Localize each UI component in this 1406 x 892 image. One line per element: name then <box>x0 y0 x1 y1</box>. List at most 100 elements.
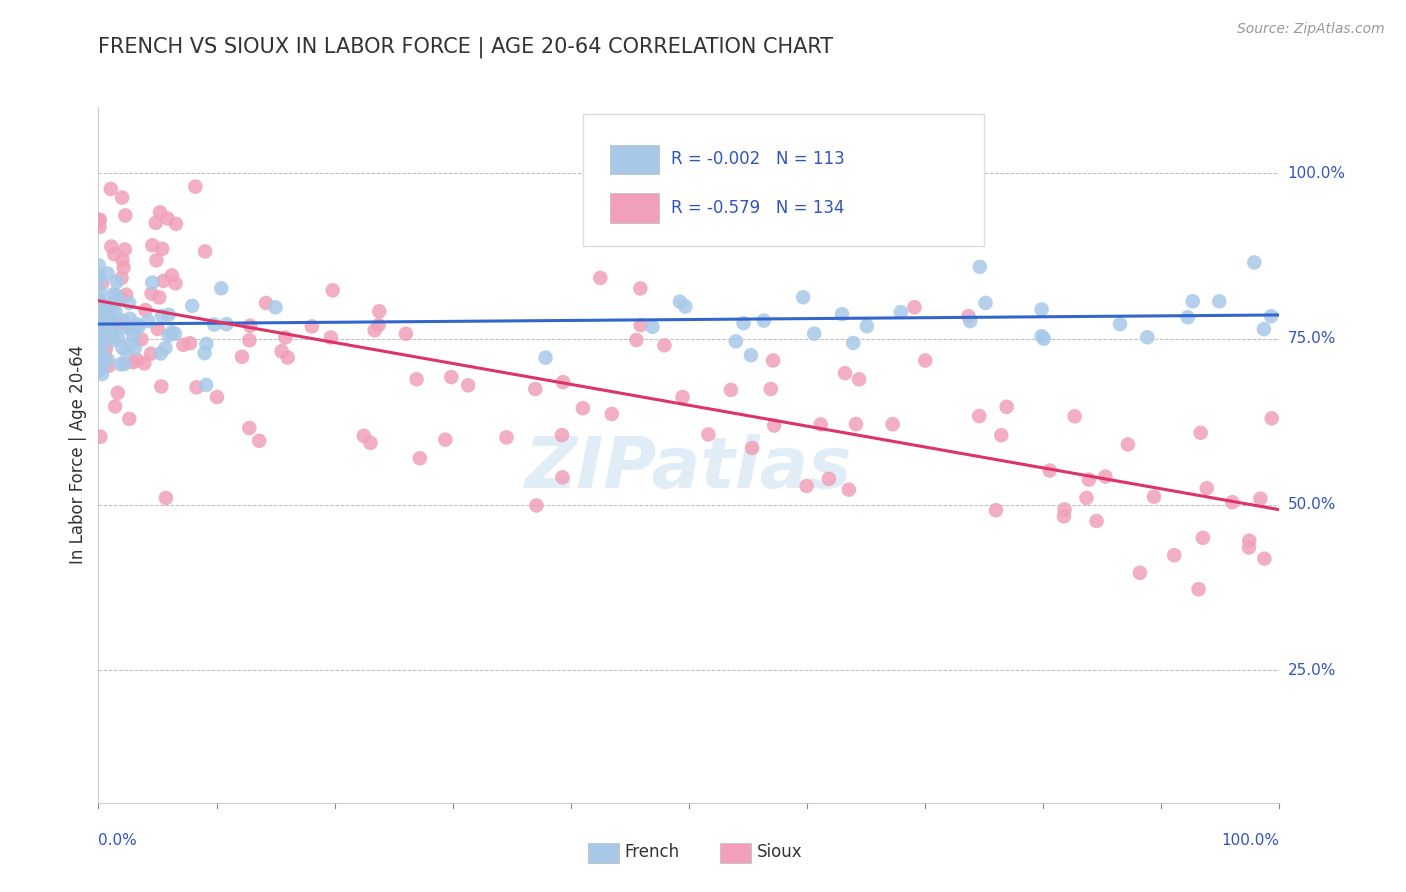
Point <box>1187 582 1209 597</box>
Point <box>1195 481 1218 495</box>
Point <box>838 483 860 497</box>
Point <box>112 260 135 275</box>
Point <box>195 337 218 351</box>
Text: 100.0%: 100.0% <box>1288 166 1346 181</box>
Point <box>150 379 173 393</box>
Point <box>600 407 623 421</box>
Point <box>1085 514 1108 528</box>
Point <box>1077 473 1099 487</box>
Point <box>763 418 786 433</box>
Point <box>150 242 173 256</box>
Point <box>98 329 121 343</box>
Point <box>89 212 111 227</box>
Point <box>172 338 194 352</box>
Point <box>89 220 111 235</box>
Point <box>89 430 111 444</box>
Point <box>98 316 121 330</box>
Point <box>104 400 127 414</box>
Point <box>641 319 664 334</box>
Point <box>91 357 114 371</box>
Point <box>969 260 991 274</box>
Point <box>91 305 114 319</box>
Point <box>1237 541 1260 555</box>
Point <box>100 239 122 253</box>
Point <box>759 382 782 396</box>
Point <box>118 296 141 310</box>
Point <box>157 328 180 343</box>
Point <box>1063 409 1085 424</box>
Point <box>94 342 117 356</box>
Text: French: French <box>624 843 679 861</box>
Point <box>1249 491 1271 506</box>
Point <box>111 252 134 267</box>
Point <box>105 289 128 303</box>
Point <box>740 348 762 362</box>
Point <box>195 378 218 392</box>
Point <box>136 314 159 328</box>
Point <box>87 296 110 310</box>
Point <box>1136 330 1159 344</box>
Point <box>114 243 136 257</box>
Point <box>186 380 208 394</box>
Point <box>1189 425 1212 440</box>
Point <box>434 433 457 447</box>
Point <box>845 417 868 431</box>
Point <box>1143 490 1166 504</box>
Point <box>87 258 110 272</box>
Point <box>128 319 150 334</box>
Point <box>89 342 111 356</box>
Point <box>100 321 122 335</box>
Point <box>848 372 870 386</box>
Point <box>110 291 132 305</box>
Point <box>104 295 127 310</box>
Point <box>149 346 172 360</box>
Point <box>1260 411 1282 425</box>
Point <box>90 356 112 370</box>
Point <box>94 348 117 362</box>
Point <box>630 318 652 332</box>
Point <box>111 190 134 204</box>
Point <box>903 300 925 314</box>
Point <box>1129 566 1152 580</box>
Point <box>1053 509 1076 524</box>
Point <box>146 322 169 336</box>
Point <box>1260 310 1282 324</box>
Point <box>834 366 856 380</box>
Point <box>752 313 775 327</box>
Point <box>107 330 129 344</box>
Text: Sioux: Sioux <box>756 843 801 861</box>
Point <box>628 281 651 295</box>
Point <box>156 211 179 226</box>
Point <box>165 277 187 291</box>
Point <box>264 301 287 315</box>
Point <box>202 318 225 332</box>
Point <box>110 357 132 371</box>
Text: Source: ZipAtlas.com: Source: ZipAtlas.com <box>1237 22 1385 37</box>
Text: R = -0.579   N = 134: R = -0.579 N = 134 <box>671 199 845 217</box>
Point <box>100 316 122 330</box>
Point <box>90 310 112 325</box>
Point <box>1239 533 1261 548</box>
Point <box>720 383 742 397</box>
Text: 75.0%: 75.0% <box>1288 332 1336 346</box>
Y-axis label: In Labor Force | Age 20-64: In Labor Force | Age 20-64 <box>69 345 87 565</box>
Point <box>215 317 238 331</box>
Point <box>1032 332 1054 346</box>
Point <box>1076 491 1098 505</box>
Point <box>94 310 117 324</box>
Point <box>87 312 110 326</box>
Point <box>1094 469 1116 483</box>
Point <box>957 309 980 323</box>
Point <box>184 179 207 194</box>
Point <box>104 304 127 318</box>
Point <box>796 479 818 493</box>
Point <box>1208 294 1230 309</box>
Point <box>181 299 204 313</box>
Point <box>831 307 853 321</box>
Point <box>179 336 201 351</box>
Point <box>97 352 120 367</box>
Point <box>149 205 172 219</box>
Point <box>1177 310 1199 325</box>
Point <box>93 330 115 344</box>
Point <box>91 314 114 328</box>
